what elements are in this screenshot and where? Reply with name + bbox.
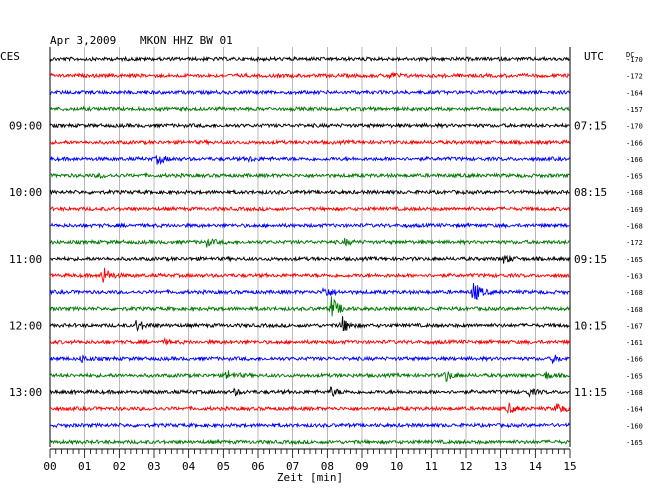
dc-offset-label-1: -172	[626, 73, 643, 81]
dc-offset-label-11: -172	[626, 239, 643, 247]
dc-offset-label-22: -160	[626, 422, 643, 430]
trace-row-23	[49, 438, 570, 446]
dc-offset-label-15: -168	[626, 306, 643, 314]
trace-row-3	[49, 105, 570, 113]
dc-offset-label-8: -168	[626, 189, 643, 197]
x-tick-label-03: 03	[147, 460, 160, 473]
trace-row-0	[49, 55, 570, 63]
dc-offset-label-12: -165	[626, 256, 643, 264]
trace-row-11	[49, 237, 570, 248]
x-tick-label-07: 07	[286, 460, 299, 473]
left-time-label-2: 11:00	[9, 253, 42, 266]
trace-row-15	[49, 296, 570, 317]
right-time-label-2: 09:15	[574, 253, 607, 266]
right-zone-label: UTC	[584, 50, 604, 63]
trace-row-5	[49, 138, 570, 146]
x-tick-label-00: 00	[43, 460, 56, 473]
trace-row-13	[49, 267, 570, 283]
x-tick-label-08: 08	[321, 460, 334, 473]
trace-row-22	[49, 421, 570, 429]
x-tick-label-15: 15	[563, 460, 576, 473]
trace-row-21	[49, 401, 570, 415]
seismic-traces	[49, 55, 570, 446]
dc-offset-label-4: -170	[626, 123, 643, 131]
dc-offset-label-6: -166	[626, 156, 643, 164]
dc-offset-label-13: -163	[626, 272, 643, 280]
dc-offset-label-19: -165	[626, 372, 643, 380]
dc-offset-label-5: -166	[626, 139, 643, 147]
trace-row-4	[49, 122, 570, 130]
chart-date: Apr 3,2009	[50, 34, 116, 47]
x-tick-label-05: 05	[217, 460, 230, 473]
dc-offset-label-14: -168	[626, 289, 643, 297]
trace-row-7	[49, 172, 570, 180]
trace-row-1	[49, 71, 570, 80]
left-zone-label: CES	[0, 50, 20, 63]
trace-row-18	[49, 354, 570, 364]
dc-offset-label-23: -165	[626, 439, 643, 447]
right-time-label-3: 10:15	[574, 319, 607, 332]
right-time-label-0: 07:15	[574, 120, 607, 133]
dc-offset-label-10: -168	[626, 223, 643, 231]
dc-offset-label-18: -166	[626, 356, 643, 364]
dc-offset-label-2: -164	[626, 89, 643, 97]
left-time-label-1: 10:00	[9, 186, 42, 199]
trace-row-8	[49, 188, 570, 196]
x-tick-label-01: 01	[78, 460, 91, 473]
x-axis-ticks: 00 01 02 03 04 05 06 07 08 09 10 11 12 13 14 15	[43, 449, 577, 473]
left-time-label-0: 09:00	[9, 120, 42, 133]
dc-header-label: DC	[626, 51, 634, 59]
right-time-label-1: 08:15	[574, 186, 607, 199]
trace-row-16	[49, 316, 570, 333]
x-tick-label-10: 10	[390, 460, 403, 473]
dc-offset-label-16: -167	[626, 322, 643, 330]
dc-offset-label-20: -168	[626, 389, 643, 397]
x-tick-label-12: 12	[459, 460, 472, 473]
dc-offset-label-7: -165	[626, 173, 643, 181]
x-axis-label: Zeit [min]	[277, 471, 343, 484]
chart-station: MKON HHZ BW 01	[140, 34, 233, 47]
left-time-label-3: 12:00	[9, 319, 42, 332]
x-tick-label-02: 02	[113, 460, 126, 473]
dc-offset-label-17: -161	[626, 339, 643, 347]
right-time-label-4: 11:15	[574, 386, 607, 399]
x-tick-label-06: 06	[251, 460, 264, 473]
left-time-label-4: 13:00	[9, 386, 42, 399]
x-tick-label-11: 11	[425, 460, 438, 473]
trace-row-2	[49, 88, 570, 96]
trace-row-20	[49, 386, 570, 398]
trace-row-14	[49, 282, 570, 301]
trace-row-10	[49, 222, 570, 230]
trace-row-6	[49, 155, 570, 166]
dc-offset-label-21: -164	[626, 406, 643, 414]
trace-row-9	[49, 205, 570, 213]
trace-row-19	[49, 370, 570, 382]
time-labels: 09:00 10:00 11:00 12:00 13:00 07:15 08:15 09:15…	[9, 56, 643, 447]
x-tick-label-14: 14	[529, 460, 543, 473]
trace-row-12	[50, 254, 570, 264]
grid-lines	[49, 47, 571, 447]
x-tick-label-13: 13	[494, 460, 507, 473]
x-tick-label-09: 09	[355, 460, 368, 473]
x-tick-label-04: 04	[182, 460, 196, 473]
trace-row-17	[49, 336, 570, 346]
dc-offset-label-9: -169	[626, 206, 643, 214]
dc-offset-label-0: -170	[626, 56, 643, 64]
dc-offset-label-3: -157	[626, 106, 643, 114]
